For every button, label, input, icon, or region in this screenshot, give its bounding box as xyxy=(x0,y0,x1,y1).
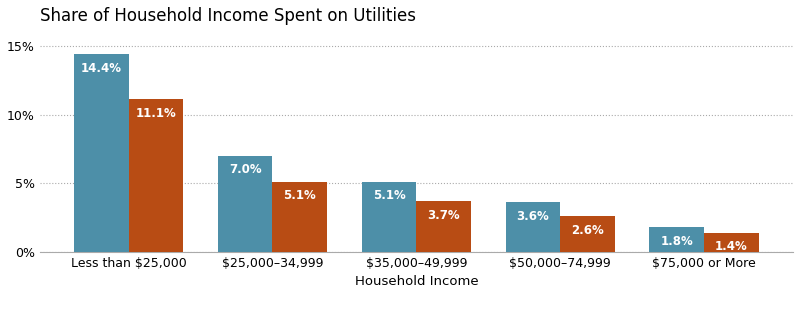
Text: 14.4%: 14.4% xyxy=(81,62,122,75)
Bar xyxy=(273,182,327,252)
Bar xyxy=(560,216,615,252)
Bar xyxy=(74,54,129,252)
Text: 1.8%: 1.8% xyxy=(661,235,693,248)
Bar xyxy=(650,227,704,252)
Bar xyxy=(704,233,759,252)
Bar xyxy=(416,201,471,252)
Text: 11.1%: 11.1% xyxy=(135,107,176,120)
Text: 7.0%: 7.0% xyxy=(229,163,262,176)
Text: 5.1%: 5.1% xyxy=(283,189,316,203)
Text: 3.7%: 3.7% xyxy=(427,209,460,222)
Text: 5.1%: 5.1% xyxy=(373,189,406,203)
X-axis label: Household Income: Household Income xyxy=(354,275,478,288)
Bar xyxy=(506,203,560,252)
Bar xyxy=(362,182,416,252)
Bar xyxy=(218,156,273,252)
Text: 1.4%: 1.4% xyxy=(715,240,748,253)
Text: 3.6%: 3.6% xyxy=(517,210,550,223)
Text: Share of Household Income Spent on Utilities: Share of Household Income Spent on Utili… xyxy=(40,7,416,25)
Bar xyxy=(129,99,183,252)
Text: 2.6%: 2.6% xyxy=(571,224,604,237)
